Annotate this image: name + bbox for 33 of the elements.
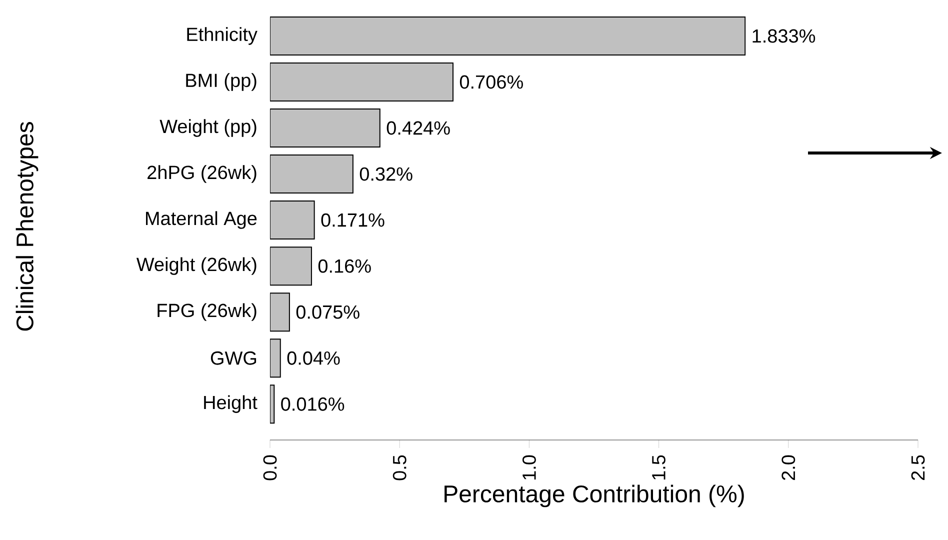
y-tick-label: Weight (26wk) bbox=[136, 257, 256, 275]
x-tick-label: 0.5 bbox=[392, 455, 406, 480]
data-label: 0.016% bbox=[281, 397, 344, 411]
data-label: 0.075% bbox=[296, 305, 360, 319]
data-label: 0.32% bbox=[360, 167, 412, 181]
bar bbox=[270, 246, 312, 286]
x-tick-label: 1.5 bbox=[652, 455, 666, 480]
bar bbox=[270, 292, 290, 332]
y-tick-label: Maternal Age bbox=[146, 211, 257, 229]
data-label: 0.706% bbox=[460, 75, 523, 89]
bar bbox=[270, 154, 354, 194]
y-tick-label: 2hPG (26wk) bbox=[148, 165, 256, 183]
bar bbox=[270, 108, 380, 148]
y-tick-label: BMI (pp) bbox=[186, 73, 256, 91]
bar bbox=[270, 62, 454, 102]
y-tick-label: Height bbox=[204, 395, 258, 413]
y-axis-title: Clinical Phenotypes bbox=[16, 122, 38, 331]
x-tick-label: 0.0 bbox=[263, 455, 277, 480]
y-tick-label: Ethnicity bbox=[187, 27, 258, 45]
y-tick-label: Weight (pp) bbox=[160, 119, 256, 137]
data-label: 1.833% bbox=[752, 29, 816, 43]
y-tick-label: FPG (26wk) bbox=[158, 303, 256, 321]
x-axis-title: Percentage Contribution (%) bbox=[444, 484, 744, 508]
y-tick-label: GWG bbox=[210, 351, 256, 365]
data-label: 0.04% bbox=[287, 351, 340, 365]
x-tick-label: 2.5 bbox=[911, 455, 925, 480]
bar bbox=[270, 16, 746, 56]
data-label: 0.424% bbox=[386, 121, 450, 135]
data-label: 0.171% bbox=[321, 213, 384, 227]
x-tick-label: 2.0 bbox=[782, 455, 796, 480]
x-tick-label: 1.0 bbox=[522, 455, 536, 480]
data-label: 0.16% bbox=[318, 259, 371, 273]
bar bbox=[270, 200, 315, 240]
